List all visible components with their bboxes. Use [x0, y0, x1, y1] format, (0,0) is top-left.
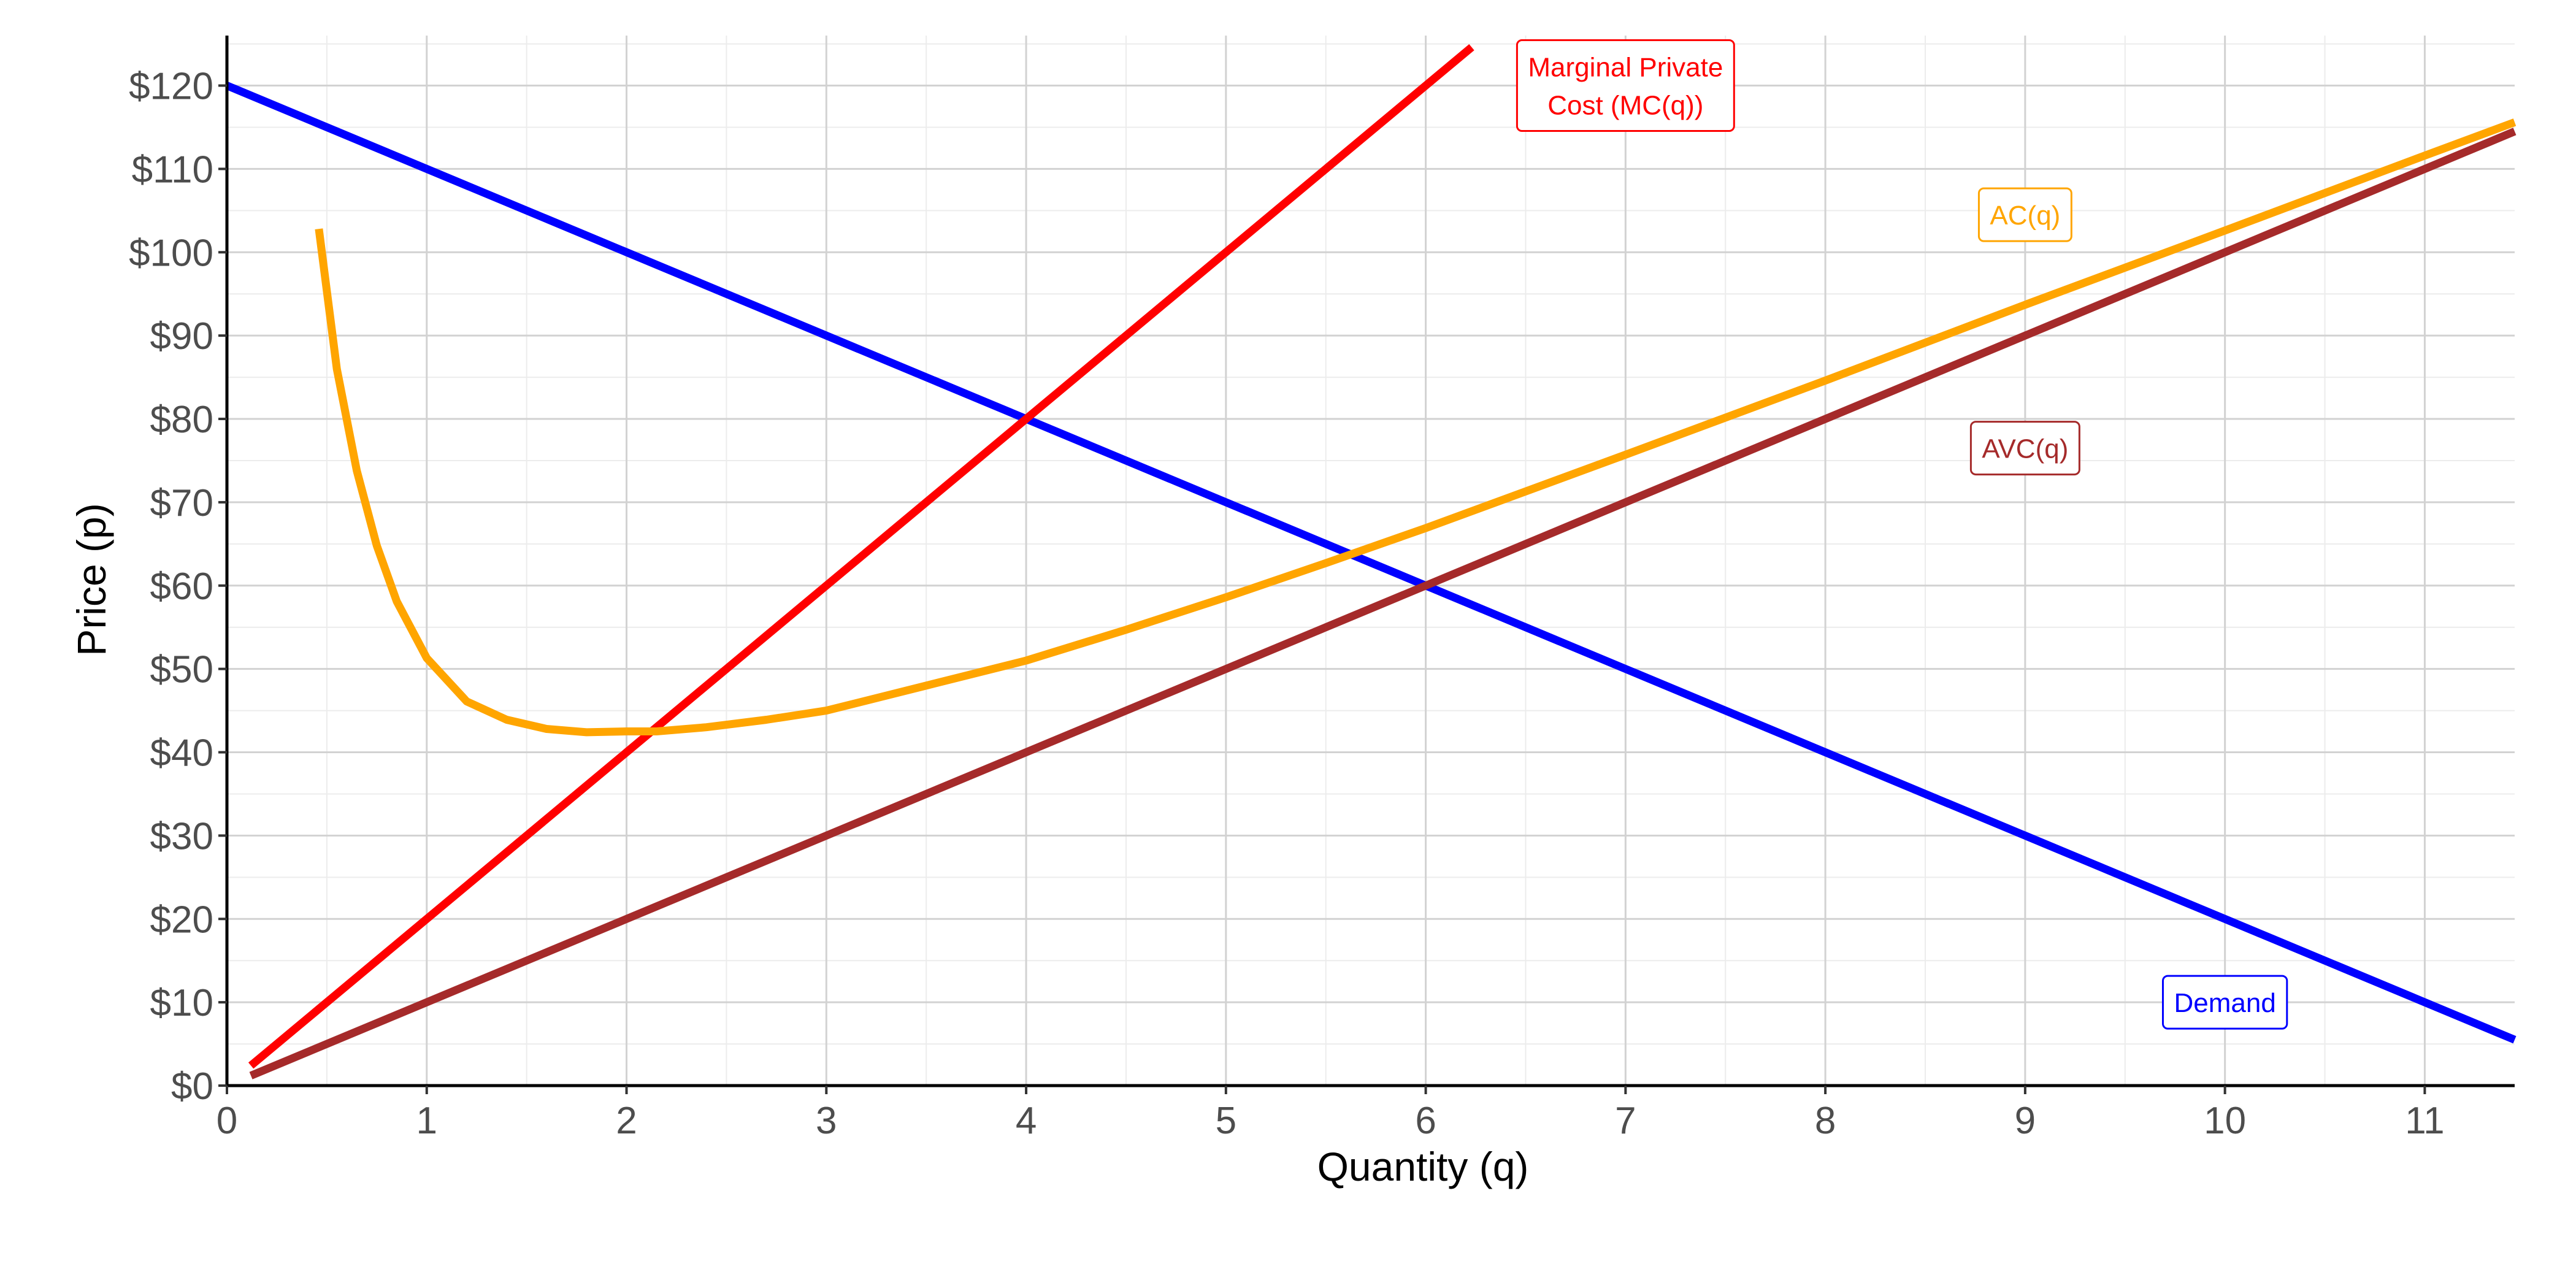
curve-label-box [1516, 39, 1735, 132]
curve-label-box [2161, 975, 2288, 1030]
series-line-0 [225, 82, 2517, 1044]
y-tick-label: $30 [150, 815, 213, 857]
y-tick-label: $100 [129, 232, 213, 274]
x-tick-label: 4 [1016, 1100, 1037, 1142]
label-layer: Demand Marginal Private Cost (MC(q)) AVC(q)… [1516, 39, 2288, 1030]
curve-label-text: AVC(q) [1982, 434, 2068, 464]
curve-label-text: Cost (MC(q)) [1547, 90, 1703, 120]
y-tick-label: $90 [150, 315, 213, 358]
curve-label-box [1977, 187, 2072, 242]
x-tick-label: 3 [816, 1100, 837, 1142]
y-tick-label: $60 [150, 565, 213, 608]
x-axis-title: Quantity (q) [1317, 1144, 1529, 1189]
curve-label-3: AC(q) [1977, 187, 2072, 242]
curve-label-text: Marginal Private [1528, 52, 1723, 82]
series-layer [225, 44, 2517, 1079]
x-tick-label: 5 [1216, 1100, 1236, 1142]
x-tick-label: 1 [416, 1100, 437, 1142]
x-tick-label: 9 [2015, 1100, 2036, 1142]
y-tick-label: $50 [150, 649, 213, 691]
curve-label-text: AC(q) [1990, 201, 2060, 231]
curve-label-0: Demand [2161, 975, 2288, 1030]
y-tick-label: $120 [129, 66, 213, 108]
x-tick-label: 11 [2405, 1100, 2444, 1142]
x-tick-label: 2 [616, 1100, 637, 1142]
y-tick-label: $70 [150, 482, 213, 524]
curve-label-box [1969, 421, 2080, 476]
axis-layer: 0 1 2 3 4 5 6 7 8 9 10 11 $0 $10 $20 $30 $40 $50 $60 $70 $80… [129, 36, 2515, 1142]
x-tick-label: 7 [1615, 1100, 1636, 1142]
series-line-1 [248, 44, 1474, 1069]
y-axis-title: Price (p) [69, 503, 114, 656]
x-tick-label: 8 [1815, 1100, 1836, 1142]
curve-label-text: Demand [2174, 988, 2275, 1018]
curve-label-2: AVC(q) [1969, 421, 2080, 476]
series-line-3 [315, 118, 2517, 737]
curve-label-1: Marginal Private Cost (MC(q)) [1516, 39, 1735, 132]
y-tick-label: $0 [171, 1065, 213, 1108]
series-line-2 [249, 128, 2517, 1079]
y-tick-label: $20 [150, 899, 213, 941]
x-tick-label: 0 [217, 1100, 237, 1142]
x-tick-label: 6 [1415, 1100, 1436, 1142]
y-tick-label: $80 [150, 399, 213, 441]
y-tick-label: $10 [150, 982, 213, 1024]
y-tick-label: $110 [132, 148, 213, 191]
y-tick-label: $40 [150, 732, 213, 775]
x-tick-label: 10 [2204, 1100, 2246, 1142]
